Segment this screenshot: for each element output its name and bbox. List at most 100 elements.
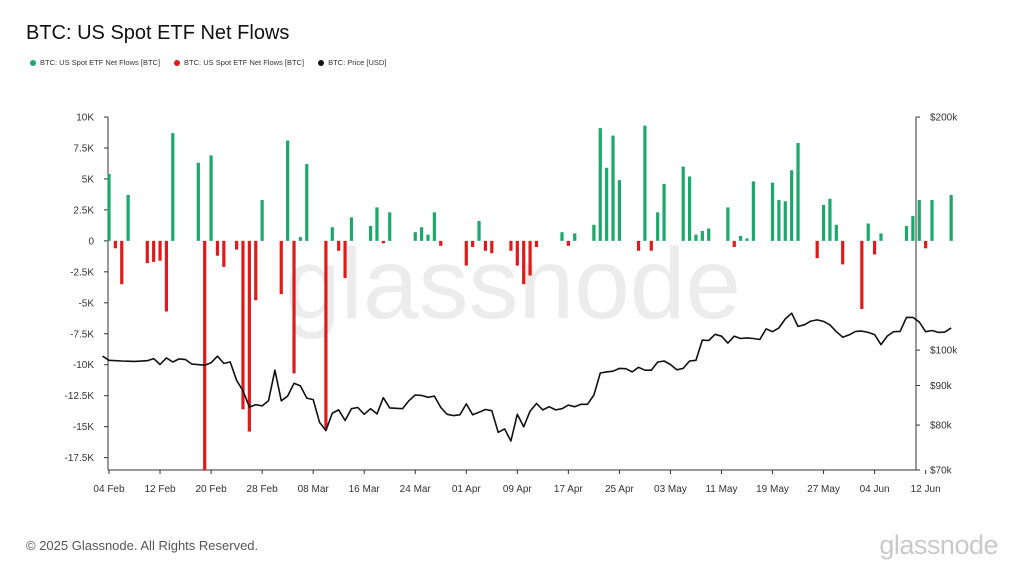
watermark: glassnode [285, 228, 741, 340]
outflow-bar [841, 240, 845, 265]
inflow-bar [745, 238, 749, 241]
legend-dot-outflows [174, 59, 181, 66]
inflow-bar [349, 217, 354, 241]
legend-dot-price [318, 59, 325, 66]
outflow-bar [649, 240, 653, 251]
x-tick-label: 20 Feb [196, 484, 228, 495]
inflow-bar [420, 227, 424, 241]
inflow-bar [426, 234, 430, 241]
inflow-bar [834, 224, 838, 241]
left-tick-label: 2.5K [73, 205, 94, 216]
inflow-bar [598, 128, 602, 241]
outflow-bar [203, 240, 207, 470]
outflow-bar [471, 240, 475, 248]
outflow-bar [566, 240, 570, 246]
legend-label-outflows: BTC: US Spot ETF Net Flows [BTC] [184, 58, 305, 67]
inflow-bar [790, 170, 794, 241]
x-tick-label: 01 Apr [452, 484, 482, 495]
x-tick-label: 04 Jun [860, 484, 890, 495]
inflow-bar [107, 173, 111, 241]
outflow-bar [215, 240, 220, 256]
left-tick-label: 0 [88, 236, 94, 247]
inflow-bar [388, 212, 392, 241]
inflow-bar [375, 207, 379, 241]
inflow-bar [611, 135, 615, 241]
left-tick-label: -17.5K [65, 453, 95, 464]
inflow-bar [700, 230, 704, 241]
legend-item-inflows[interactable]: BTC: US Spot ETF Net Flows [BTC] [30, 58, 160, 67]
inflow-bar [904, 226, 909, 241]
x-tick-label: 19 May [756, 484, 789, 495]
outflow-bar [152, 240, 156, 262]
inflow-bar [286, 140, 290, 241]
outflow-bar [528, 240, 532, 276]
outflow-bar [145, 240, 149, 264]
inflow-bar [662, 183, 666, 241]
outflow-bar [292, 240, 296, 374]
legend-item-outflows[interactable]: BTC: US Spot ETF Net Flows [BTC] [174, 58, 304, 67]
x-tick-label: 03 May [654, 484, 687, 495]
left-tick-label: -2.5K [70, 267, 94, 278]
outflow-bar [222, 240, 226, 267]
outflow-bar [324, 240, 328, 430]
inflow-bar [617, 180, 621, 241]
legend-item-price[interactable]: BTC: Price [USD] [318, 58, 386, 67]
outflow-bar [924, 240, 928, 249]
outflow-bar [164, 240, 169, 312]
outflow-bar [247, 240, 251, 432]
inflow-bar [707, 228, 711, 241]
outflow-bar [343, 240, 347, 279]
outflow-bar [732, 240, 736, 248]
legend-dot-inflows [30, 59, 36, 66]
inflow-bar [694, 234, 698, 241]
inflow-bar [126, 195, 130, 241]
inflow-bar [196, 162, 200, 241]
outflow-bar [815, 240, 819, 259]
inflow-bar [643, 125, 647, 241]
right-tick-label: $90k [930, 381, 953, 392]
outflow-bar [860, 240, 864, 309]
inflow-bar [866, 223, 870, 241]
left-tick-label: 7.5K [73, 143, 94, 154]
x-tick-label: 24 Mar [400, 484, 432, 495]
left-tick-label: -15K [73, 422, 94, 433]
inflow-bar [949, 195, 953, 241]
left-tick-label: 10K [76, 113, 94, 124]
x-axis: 04 Feb 12 Feb 20 Feb 28 Feb 08 Mar 16 Mar 24 M… [93, 469, 941, 495]
x-tick-label: 25 Apr [605, 484, 635, 495]
inflow-bar [726, 207, 730, 241]
inflow-bar [605, 167, 609, 241]
x-tick-label: 04 Feb [93, 484, 125, 495]
x-tick-label: 12 Feb [144, 484, 176, 495]
inflow-bar [305, 164, 309, 241]
chart-title: BTC: US Spot ETF Net Flows [26, 22, 290, 44]
x-tick-label: 11 May [705, 484, 737, 495]
outflow-bar [254, 240, 258, 301]
outflow-bar [522, 240, 526, 285]
inflow-bar [687, 176, 692, 241]
outflow-bar [509, 240, 513, 251]
inflow-bar [330, 227, 334, 241]
inflow-bar [770, 182, 775, 241]
x-tick-label: 28 Feb [247, 484, 279, 495]
outflow-bar [490, 240, 494, 254]
legend: BTC: US Spot ETF Net Flows [BTC] BTC: US… [30, 58, 386, 67]
inflow-bar [298, 237, 302, 241]
price-line [102, 312, 952, 442]
inflow-bar [477, 221, 481, 241]
x-tick-label: 08 Mar [298, 484, 330, 495]
x-tick-label: 09 Apr [503, 484, 533, 495]
outflow-bar [120, 240, 124, 285]
x-tick-label: 16 Mar [349, 484, 381, 495]
legend-label-inflows: BTC: US Spot ETF Net Flows [BTC] [40, 58, 161, 67]
outflow-bar [235, 240, 239, 250]
outflow-bar [113, 240, 117, 249]
inflow-bar [656, 212, 660, 241]
left-tick-label: -5K [78, 298, 94, 309]
left-axis: 10K 7.5K 5K 2.5K 0 -2.5K -5K -7.5K -10K -12.5K -15… [65, 113, 109, 470]
x-tick-label: 17 Apr [554, 484, 584, 495]
inflow-bar [260, 199, 264, 241]
inflow-bar [592, 224, 596, 241]
inflow-bar [171, 133, 175, 241]
